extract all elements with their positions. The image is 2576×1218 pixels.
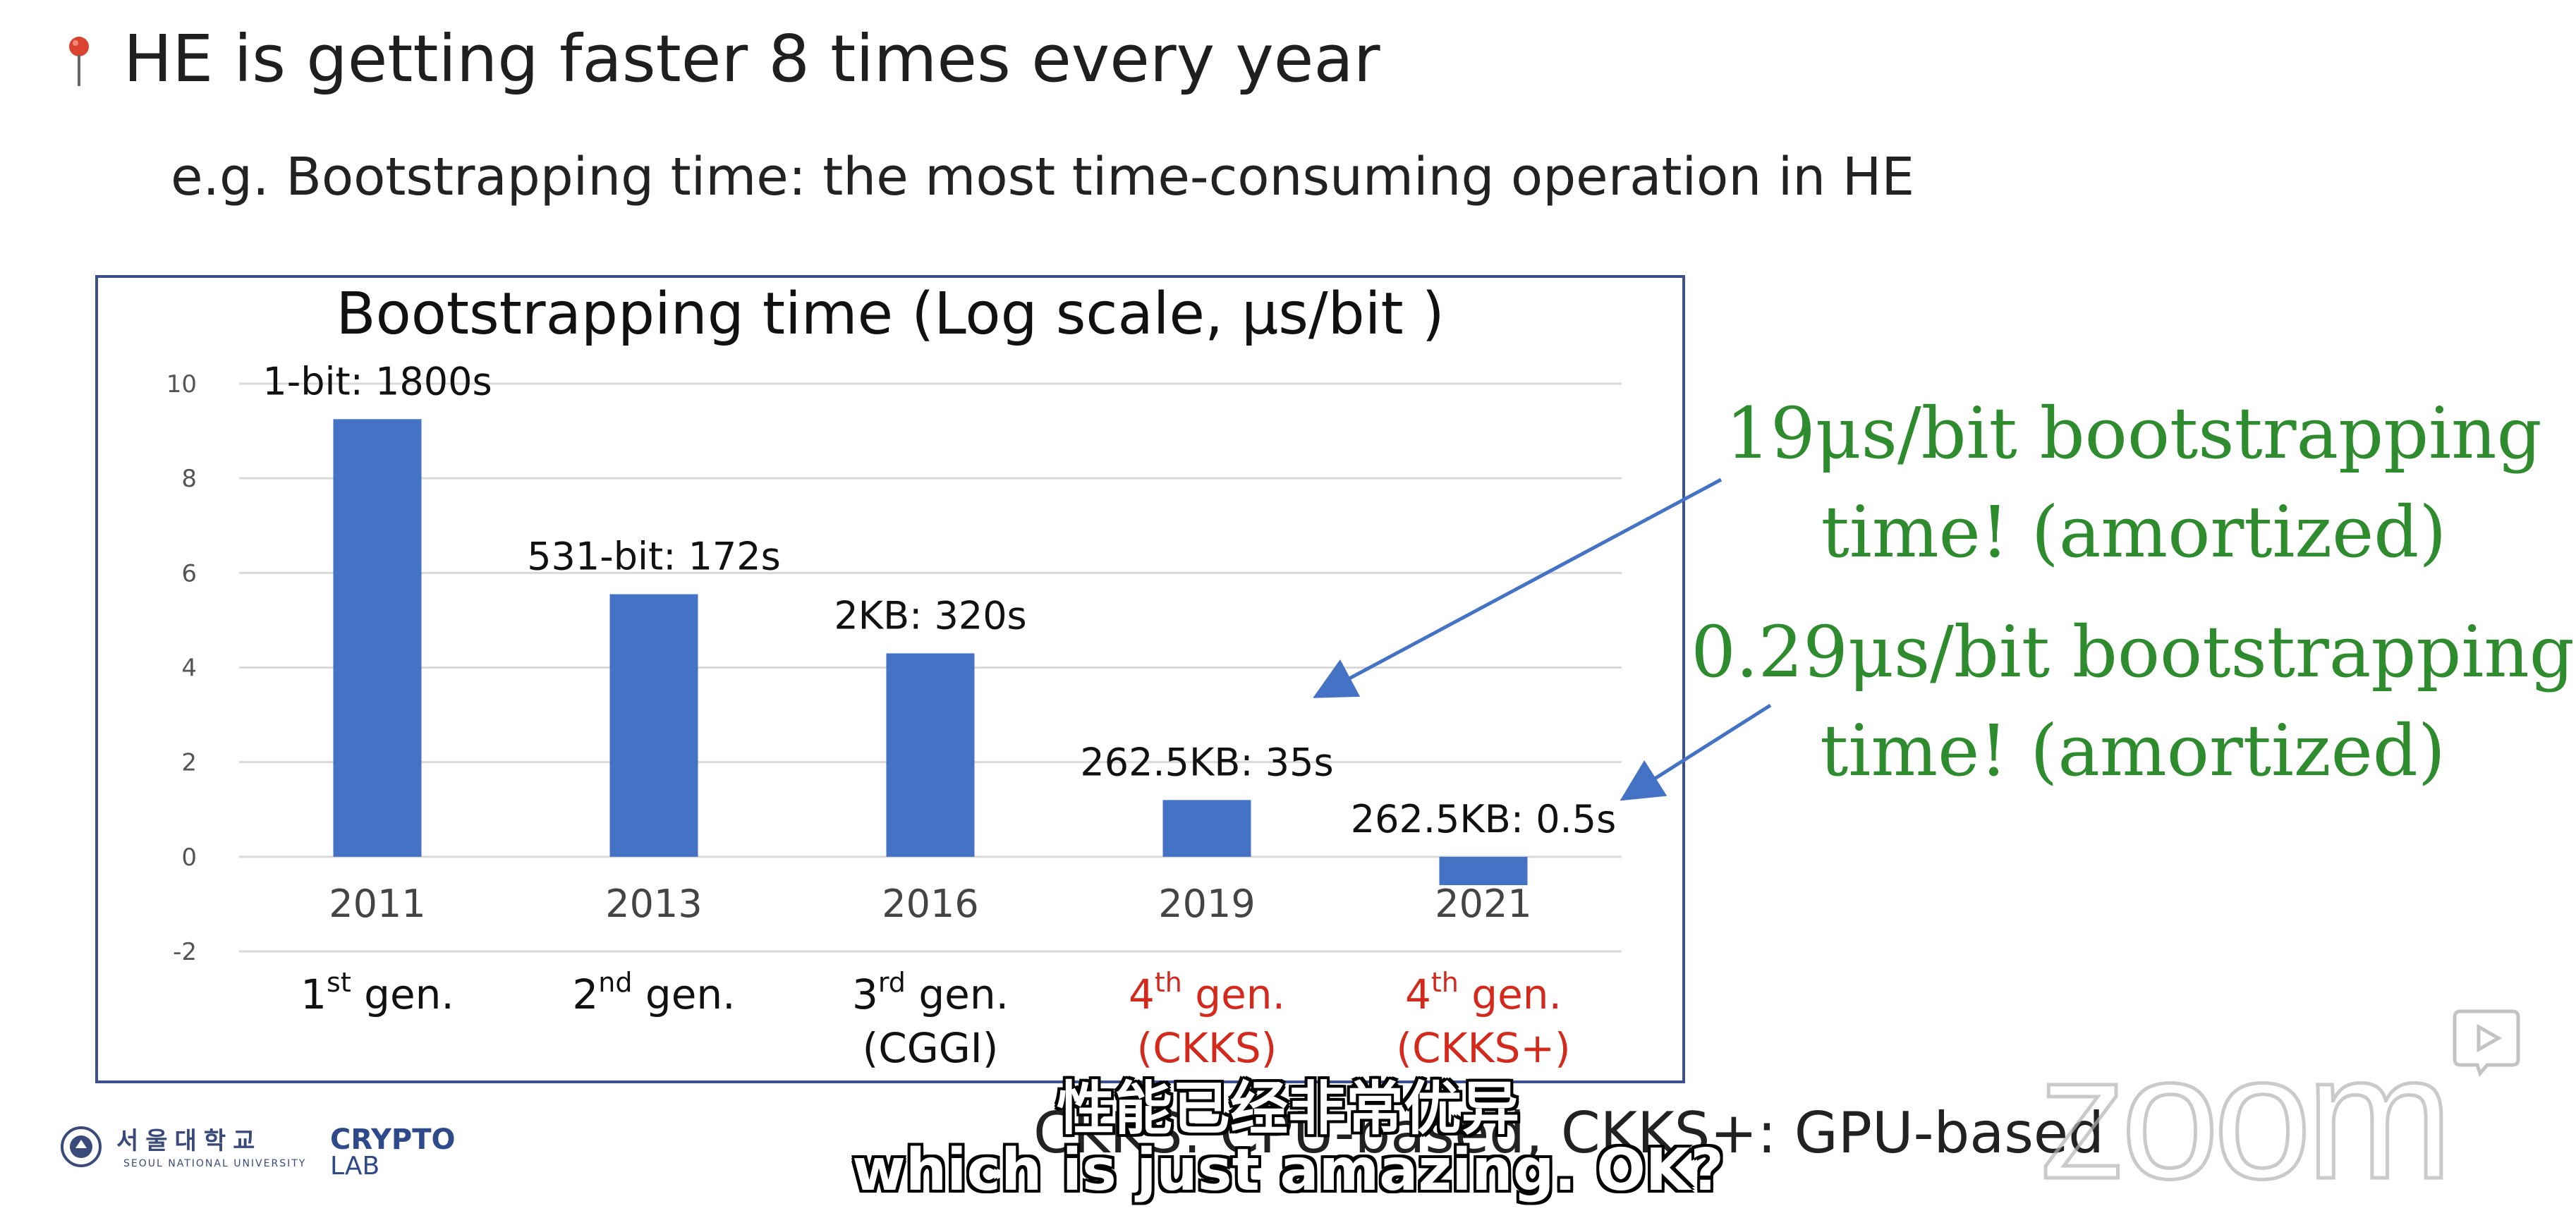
generation-label: 4th gen.	[1405, 967, 1562, 1018]
y-tick-label: 2	[181, 749, 197, 777]
chart-frame: Bootstrapping time (Log scale, μs/bit ) …	[95, 275, 1685, 1083]
annotation-029us-line2: time! (amortized)	[1820, 710, 2446, 792]
university-name-korean: 서울대학교	[116, 1127, 262, 1155]
crypto-lab-logo: CRYPTO LAB	[330, 1126, 456, 1179]
bar	[1439, 856, 1528, 886]
video-camera-icon	[2453, 1009, 2520, 1078]
y-tick-label: -2	[173, 938, 197, 966]
slide-heading: HE is getting faster 8 times every year	[123, 21, 1380, 97]
generation-label: 1st gen.	[300, 967, 454, 1018]
annotation-19us: 19μs/bit bootstrapping time! (amortized)	[1700, 384, 2568, 582]
bar-chart: 10 8 6 4 2 0 -2 1-bit: 1800s 2011 1st gen. 531-bit…	[166, 359, 1622, 1072]
generation-label: 2nd gen.	[572, 967, 735, 1018]
x-tick-label: 2019	[1158, 882, 1255, 926]
bar	[886, 653, 975, 857]
subtitle-chinese: 性能已经非常优异	[1056, 1076, 1519, 1143]
crypto-lab-line2: LAB	[330, 1152, 380, 1181]
slide-subheading: e.g. Bootstrapping time: the most time-c…	[171, 147, 1915, 207]
data-label: 531-bit: 172s	[527, 535, 781, 579]
generation-sublabel: (CGGI)	[863, 1024, 999, 1072]
bar	[333, 419, 422, 857]
subtitle-english: which is just amazing. OK?	[852, 1137, 1724, 1204]
generation-label: 4th gen.	[1129, 967, 1285, 1018]
crypto-lab-line1: CRYPTO	[330, 1123, 456, 1156]
arrow-to-2019	[1313, 477, 1723, 698]
y-tick-label: 10	[166, 370, 197, 398]
annotation-19us-line1: 19μs/bit bootstrapping	[1725, 392, 2542, 475]
annotation-19us-line2: time! (amortized)	[1821, 491, 2447, 573]
annotation-029us: 0.29μs/bit bootstrapping time! (amortize…	[1689, 603, 2576, 800]
data-label: 262.5KB: 35s	[1080, 740, 1333, 784]
arrow-to-2021	[1620, 703, 1772, 801]
snu-emblem-icon	[61, 1126, 102, 1167]
x-tick-label: 2011	[329, 882, 425, 926]
annotation-arrows	[1313, 477, 1772, 801]
y-tick-label: 4	[181, 654, 197, 683]
data-label: 2KB: 320s	[834, 593, 1026, 638]
x-tick-label: 2021	[1435, 882, 1531, 926]
chart-title: Bootstrapping time (Log scale, μs/bit )	[336, 281, 1445, 348]
x-tick-label: 2016	[882, 882, 978, 926]
bar	[609, 594, 698, 857]
y-tick-label: 0	[181, 844, 197, 872]
x-tick-label: 2013	[605, 882, 702, 926]
pin-icon	[69, 37, 89, 86]
bar	[1162, 800, 1251, 857]
annotation-029us-line1: 0.29μs/bit bootstrapping	[1691, 611, 2575, 693]
y-tick-label: 8	[181, 465, 197, 493]
generation-sublabel: (CKKS+)	[1396, 1024, 1570, 1072]
generation-sublabel: (CKKS)	[1137, 1024, 1277, 1072]
generation-label: 3rd gen.	[852, 967, 1009, 1018]
footer-note: CKKS: CPU-based, CKKS+: GPU-based	[1033, 1100, 2104, 1166]
university-name-english: SEOUL NATIONAL UNIVERSITY	[123, 1158, 307, 1169]
y-tick-label: 6	[181, 559, 197, 587]
data-label: 1-bit: 1800s	[262, 359, 492, 403]
data-label: 262.5KB: 0.5s	[1351, 797, 1616, 841]
